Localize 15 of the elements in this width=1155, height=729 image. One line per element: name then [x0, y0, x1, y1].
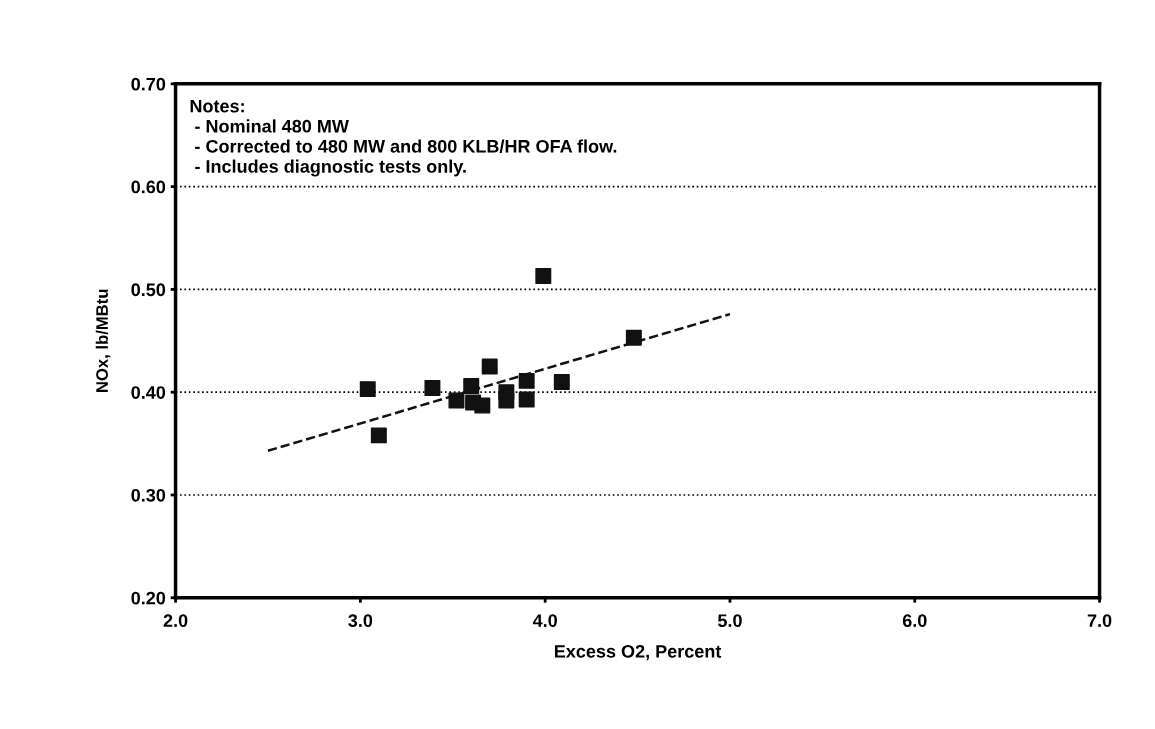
y-tick-label: 0.70 — [131, 77, 166, 91]
y-tick-label: 0.60 — [131, 180, 166, 194]
x-tick-label: 3.0 — [348, 614, 373, 628]
y-tick-label: 0.30 — [131, 488, 166, 502]
annotation: Notes: - Nominal 480 MW - Corrected to 480 MW and 800 KLB/HR OFA flow. - Includes diagnostic tests only. — [190, 99, 617, 177]
x-tick-label: 6.0 — [902, 614, 927, 628]
x-tick-label: 5.0 — [717, 614, 742, 628]
y-tick-label: 0.50 — [131, 283, 166, 297]
x-tick-label: 7.0 — [1087, 614, 1112, 628]
x-axis-title: Excess O2, Percent — [554, 644, 722, 661]
x-tick-label: 2.0 — [163, 614, 188, 628]
y-axis-title: NOx, lb/MBtu — [95, 289, 111, 392]
x-tick-label: 4.0 — [532, 614, 557, 628]
y-tick-label: 0.40 — [131, 386, 166, 399]
y-tick-label: 0.20 — [131, 591, 166, 605]
